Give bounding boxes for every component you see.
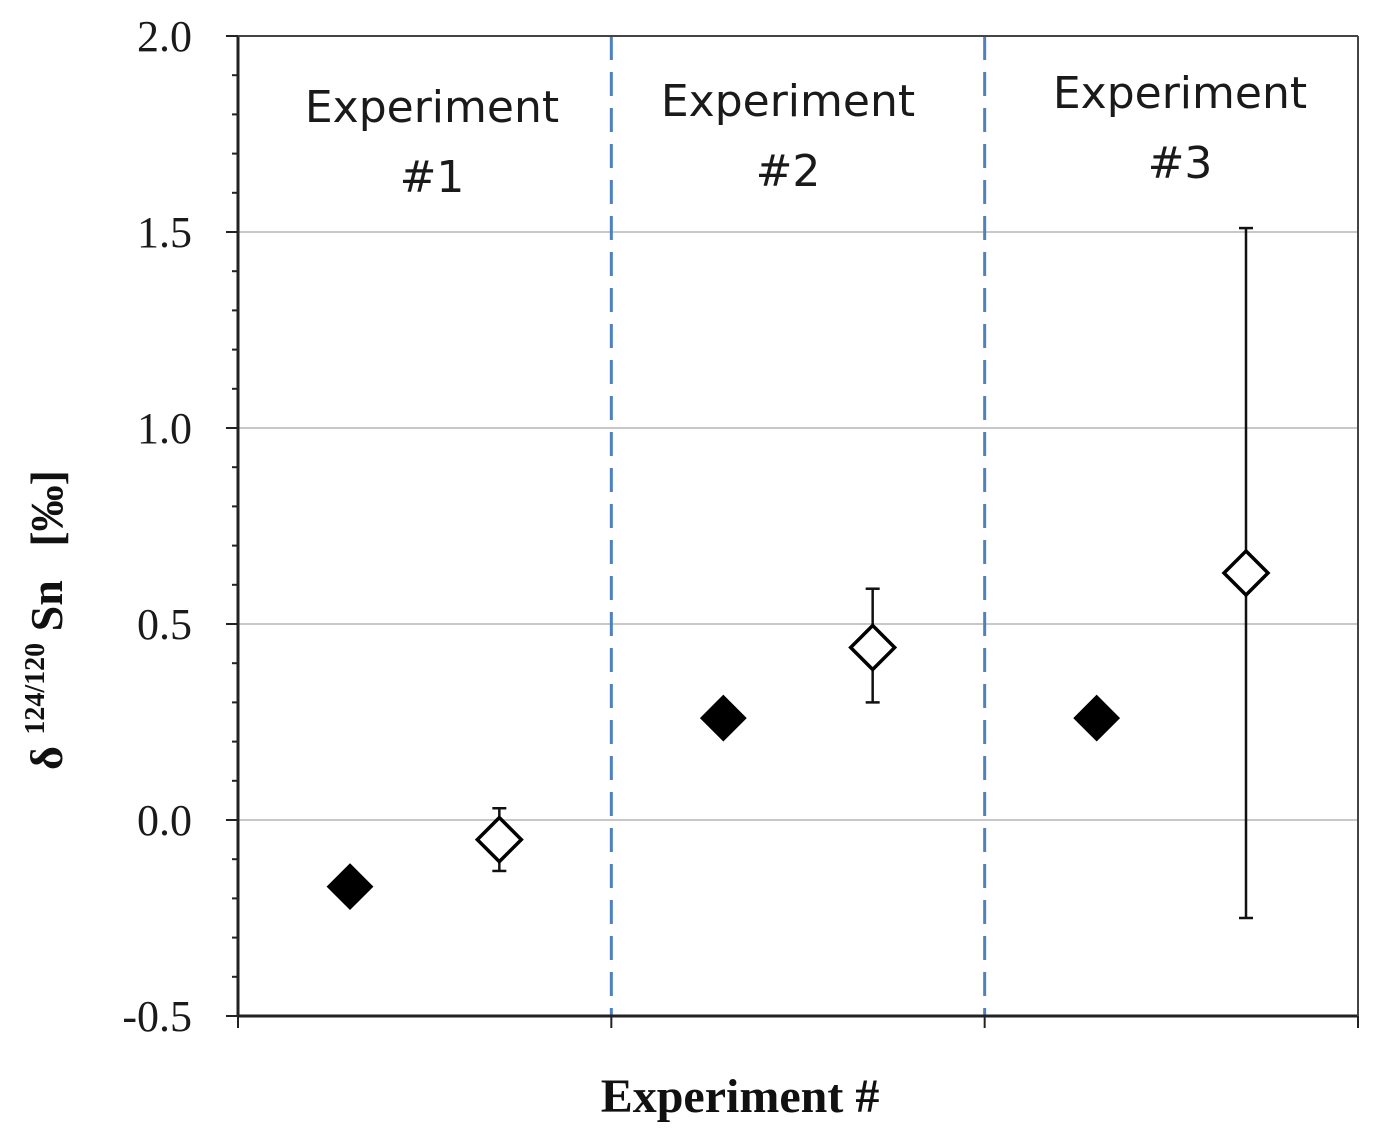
- x-axis-title: Experiment #: [601, 1070, 880, 1123]
- filled-diamond-point-1: [326, 863, 374, 911]
- y-tick-label: 2.0: [137, 12, 192, 61]
- section-label-line2: #2: [756, 146, 821, 197]
- section-label-line1: Experiment: [305, 82, 559, 133]
- section-label-3: Experiment #3: [1053, 68, 1307, 189]
- y-axis-title-superscript: 124/120: [20, 643, 51, 735]
- filled-diamond-point-2: [699, 694, 747, 742]
- y-tick-label: 0.0: [137, 796, 192, 845]
- open-diamond-point-3: [1221, 548, 1271, 598]
- section-labels: Experiment #1 Experiment #2 Experiment #3: [305, 68, 1307, 203]
- axis-ticks: [226, 35, 1359, 1028]
- y-tick-label: 0.5: [137, 600, 192, 649]
- y-axis-title-main: Sn: [21, 580, 72, 631]
- y-tick-labels: -0.5 0.0 0.5 1.0 1.5 2.0: [122, 12, 192, 1041]
- y-axis-title-prefix: δ: [21, 735, 72, 770]
- section-label-1: Experiment #1: [305, 82, 559, 203]
- section-label-2: Experiment #2: [661, 76, 915, 197]
- data-points: [326, 548, 1271, 911]
- section-label-line2: #3: [1148, 138, 1213, 189]
- open-diamond-point-2: [848, 623, 898, 672]
- y-tick-label: -0.5: [122, 992, 192, 1041]
- y-axis-title-unit: [‰]: [21, 470, 72, 547]
- open-diamond-point-1: [474, 815, 524, 865]
- y-tick-label: 1.0: [137, 404, 192, 453]
- grid-lines: [238, 231, 1358, 821]
- section-dividers: [609, 36, 987, 1016]
- plot-frame: [236, 35, 1359, 1018]
- section-label-line1: Experiment: [661, 76, 915, 127]
- section-label-line1: Experiment: [1053, 68, 1307, 119]
- y-axis-title: δ 124/120 Sn [‰]: [3, 470, 72, 770]
- section-label-line2: #1: [400, 152, 465, 203]
- y-tick-label: 1.5: [137, 208, 192, 257]
- filled-diamond-point-3: [1073, 694, 1121, 742]
